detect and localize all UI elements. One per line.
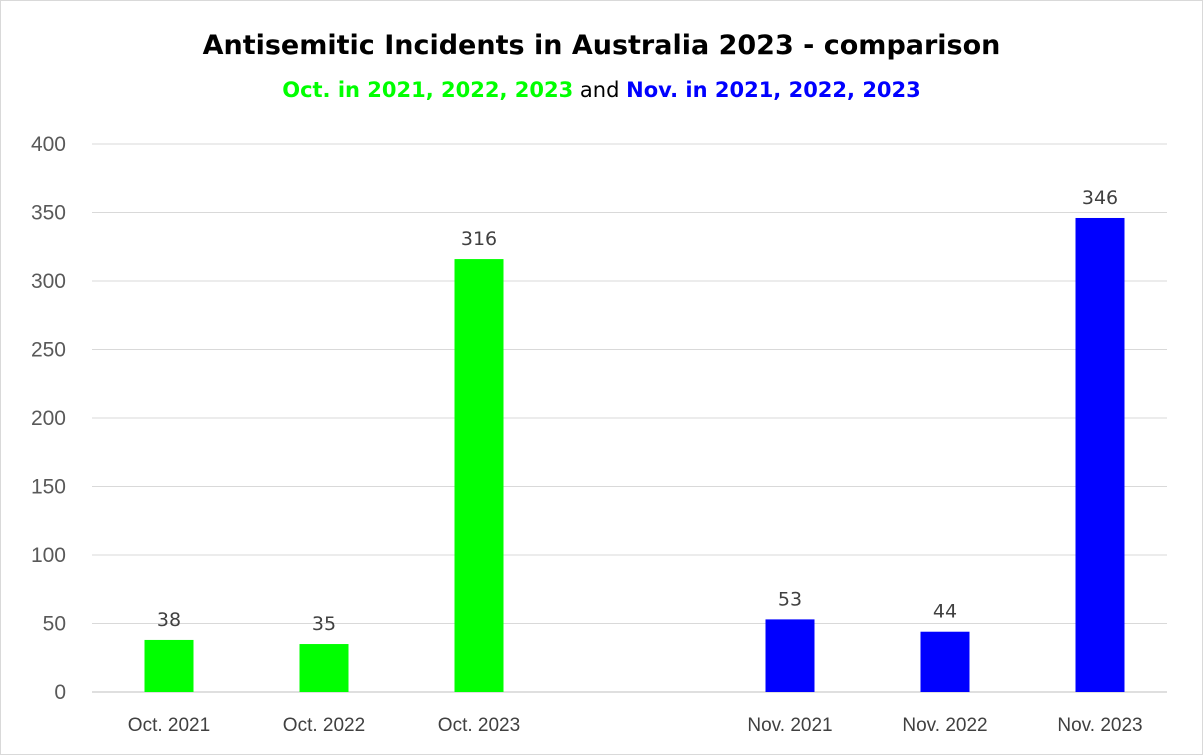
data-label: 346 — [1082, 187, 1118, 209]
data-labels: 38 35 316 53 44 346 — [157, 187, 1118, 635]
y-tick-label: 350 — [31, 202, 66, 225]
x-tick-label: Nov. 2022 — [902, 715, 987, 736]
y-tick-label: 150 — [31, 476, 66, 499]
chart-title: Antisemitic Incidents in Australia 2023 … — [202, 30, 1001, 61]
y-tick-label: 250 — [31, 339, 66, 362]
y-tick-label: 200 — [31, 407, 66, 430]
x-tick-label: Oct. 2021 — [128, 715, 210, 736]
subtitle-connector: and — [579, 78, 620, 102]
y-tick-label: 0 — [54, 681, 66, 704]
bar — [1075, 217, 1125, 693]
y-tick-label: 400 — [31, 133, 66, 156]
data-label: 38 — [157, 609, 181, 631]
y-axis: 0 50 100 150 200 250 300 350 400 — [31, 133, 66, 704]
bar — [454, 259, 504, 692]
data-label: 35 — [312, 613, 336, 635]
data-label: 53 — [778, 588, 802, 610]
x-tick-label: Nov. 2021 — [747, 715, 832, 736]
x-tick-label: Oct. 2022 — [283, 715, 365, 736]
bar — [765, 619, 815, 692]
x-axis: Oct. 2021 Oct. 2022 Oct. 2023 Nov. 2021 Nov.… — [128, 715, 1143, 736]
subtitle-november-series: Nov. in 2021, 2022, 2023 — [626, 78, 921, 102]
y-tick-label: 50 — [43, 613, 66, 636]
chart-subtitle: Oct. in 2021, 2022, 2023 and Nov. in 202… — [0, 78, 1203, 102]
bar — [299, 644, 349, 692]
bars — [144, 217, 1125, 693]
y-tick-label: 100 — [31, 544, 66, 567]
gridlines — [92, 143, 1167, 693]
data-label: 316 — [461, 228, 497, 250]
subtitle-october-series: Oct. in 2021, 2022, 2023 — [282, 78, 574, 102]
y-tick-label: 300 — [31, 270, 66, 293]
x-tick-label: Oct. 2023 — [438, 715, 520, 736]
x-tick-label: Nov. 2023 — [1057, 715, 1142, 736]
data-label: 44 — [933, 601, 957, 623]
bar — [920, 631, 970, 692]
bar — [144, 639, 194, 692]
